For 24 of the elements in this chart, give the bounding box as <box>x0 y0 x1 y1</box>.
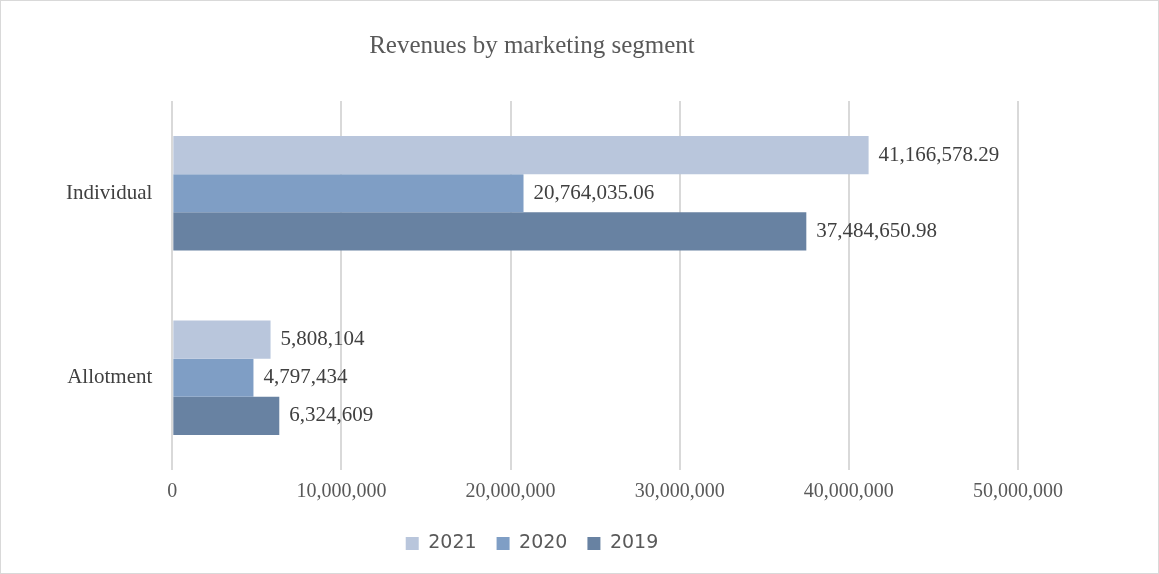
chart-title: Revenues by marketing segment <box>369 30 695 58</box>
legend-label: 2020 <box>519 530 568 553</box>
data-label: 5,808,104 <box>280 326 366 351</box>
bar <box>173 396 280 435</box>
data-label: 41,166,578.29 <box>878 141 1000 166</box>
bar <box>173 136 869 175</box>
legend-label: 2019 <box>609 530 659 553</box>
data-label: 6,324,609 <box>289 402 374 427</box>
bar <box>173 320 271 359</box>
x-tick-label: 0 <box>167 479 178 502</box>
bar <box>173 174 524 213</box>
y-tick-label: Allotment <box>67 364 153 389</box>
x-tick-label: 10,000,000 <box>296 479 387 502</box>
bar <box>173 212 807 251</box>
x-tick-label: 40,000,000 <box>803 479 894 502</box>
data-label: 20,764,035.06 <box>533 179 655 204</box>
x-tick-label: 20,000,000 <box>465 479 556 502</box>
data-label: 37,484,650.98 <box>816 217 938 242</box>
x-tick-label: 30,000,000 <box>634 479 725 502</box>
legend-label: 2021 <box>428 530 477 553</box>
bar <box>173 358 254 397</box>
data-label: 4,797,434 <box>263 364 348 389</box>
x-tick-label: 50,000,000 <box>973 479 1063 502</box>
y-tick-label: Individual <box>65 179 153 204</box>
